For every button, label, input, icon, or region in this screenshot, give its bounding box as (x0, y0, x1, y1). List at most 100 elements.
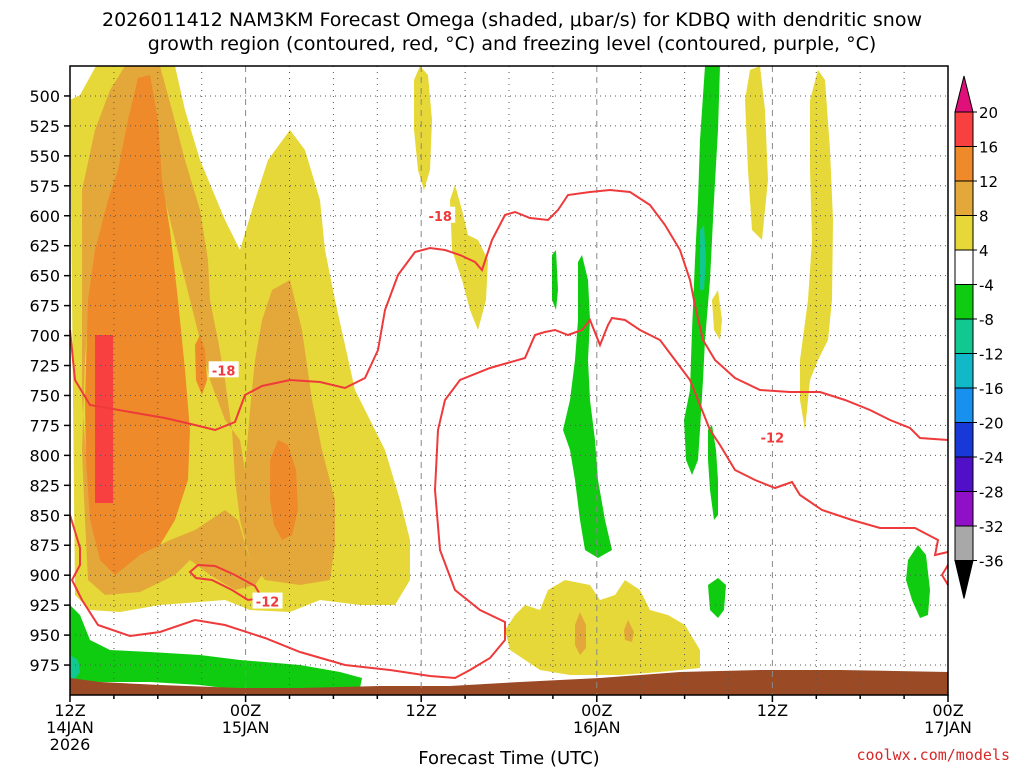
grid-lines (70, 66, 948, 695)
colorbar-bin-3 (954, 180, 974, 216)
y-tick-label-675: 675 (29, 297, 60, 316)
colorbar-label-5: -4 (979, 277, 994, 295)
colorbar: 20 16 12 8 4 -4 -8 -12 -16 -20 -24 -28 -32 -36 (954, 75, 1004, 599)
contour-label-bg-1 (208, 361, 239, 378)
y-tick-label-800: 800 (29, 446, 60, 465)
credit-text: coolwx.com/models (856, 746, 1010, 764)
colorbar-bin-9 (954, 387, 974, 423)
omega-neg-4-blob-b (906, 545, 930, 618)
y-tick-label-650: 650 (29, 267, 60, 286)
x-tick-date-60: 17JAN (924, 718, 972, 737)
colorbar-bin-13 (954, 525, 974, 561)
x-tick-label-24: 12Z (406, 701, 437, 720)
contour-label-0: -18 (428, 210, 452, 225)
x-tick-year-0: 2026 (50, 735, 91, 754)
y-tick-label-600: 600 (29, 207, 60, 226)
y-tick-label-825: 825 (29, 476, 60, 495)
y-tick-label-725: 725 (29, 357, 60, 376)
colorbar-label-13: -36 (979, 553, 1004, 571)
omega-pos-8-lowlevel-spot2 (624, 620, 634, 642)
y-tick-label-775: 775 (29, 416, 60, 435)
colorbar-label-7: -12 (979, 346, 1004, 364)
y-tick-label-700: 700 (29, 327, 60, 346)
y-tick-label-625: 625 (29, 237, 60, 256)
contour-label-bg-0 (425, 206, 456, 223)
x-tick-label-60: 00Z (932, 701, 963, 720)
y-tick-label-500: 500 (29, 87, 60, 106)
x-tick-date-0: 14JAN (46, 718, 94, 737)
colorbar-label-2: 12 (979, 173, 998, 191)
colorbar-bin-7 (954, 318, 974, 354)
omega-pos-12-region-small (195, 335, 207, 395)
colorbar-label-3: 8 (979, 208, 989, 226)
colorbar-bin-8 (954, 353, 974, 389)
omega-pos-8-lowlevel-spot (575, 612, 586, 655)
colorbar-label-11: -28 (979, 484, 1004, 502)
y-axis: 500 525 550 575 600 625 650 675 700 725 750 775 800 8… (29, 87, 70, 675)
contour-minus18 (69, 188, 949, 441)
colorbar-label-4: 4 (979, 242, 989, 260)
omega-shading (70, 66, 948, 695)
contour-labels: -18 -18 -12 -12 (208, 206, 788, 611)
omega-neg-4-column-thin (552, 250, 558, 310)
colorbar-label-10: -24 (979, 449, 1004, 467)
contour-minus12-right-loop (940, 564, 949, 586)
colorbar-label-1: 16 (979, 139, 998, 157)
contour-label-bg-2 (252, 592, 283, 609)
omega-neg-8-lowlevel (70, 655, 80, 680)
colorbar-bin-10 (954, 422, 974, 458)
omega-neg-4-column-16jan (563, 255, 612, 558)
x-tick-date-36: 16JAN (573, 718, 621, 737)
x-tick-label-12: 00Z (230, 701, 261, 720)
x-tick-date-12: 15JAN (222, 718, 270, 737)
contour-minus12 (69, 316, 949, 680)
x-tick-label-0: 12Z (54, 701, 85, 720)
colorbar-label-9: -20 (979, 415, 1004, 433)
contour-label-1: -18 (212, 364, 236, 379)
omega-pos-4-column-a (450, 185, 488, 330)
colorbar-label-8: -16 (979, 380, 1004, 398)
omega-neg-4-column-right (708, 425, 718, 520)
colorbar-label-6: -8 (979, 311, 994, 329)
colorbar-bin-12 (954, 491, 974, 527)
contour-label-2: -12 (256, 596, 280, 611)
y-tick-label-900: 900 (29, 566, 60, 585)
colorbar-label-12: -32 (979, 518, 1004, 536)
colorbar-bin-11 (954, 456, 974, 492)
omega-pos-4-column-12z (414, 66, 432, 190)
y-tick-label-750: 750 (29, 386, 60, 405)
contour-label-bg-3 (757, 428, 788, 445)
colorbar-bin-5 (954, 249, 974, 285)
chart-title-line1: 2026011412 NAM3KM Forecast Omega (shaded… (102, 9, 922, 31)
y-tick-label-850: 850 (29, 506, 60, 525)
y-tick-label-550: 550 (29, 147, 60, 166)
omega-pos-4-column-late2 (800, 70, 833, 430)
omega-pos-16-region (95, 335, 113, 503)
omega-neg-4-lowlevel-band (70, 605, 362, 692)
colorbar-bin-4 (954, 215, 974, 251)
x-tick-label-36: 00Z (581, 701, 612, 720)
omega-pos-4-column-late3 (712, 290, 722, 340)
x-axis-title: Forecast Time (UTC) (418, 748, 599, 768)
terrain-below-ground (70, 670, 948, 695)
y-tick-label-950: 950 (29, 626, 60, 645)
chart-title-line2: growth region (contoured, red, °C) and f… (148, 33, 877, 55)
omega-neg-8-column-main (700, 225, 706, 290)
colorbar-top-triangle (954, 75, 974, 113)
colorbar-bin-2 (954, 146, 974, 182)
colorbar-label-0: 20 (979, 104, 998, 122)
colorbar-bin-6 (954, 284, 974, 320)
y-tick-label-975: 975 (29, 656, 60, 675)
omega-neg-4-blob-a (708, 578, 726, 618)
omega-pos-4-lowlevel-blob (505, 580, 700, 675)
colorbar-bin-1 (954, 111, 974, 147)
y-tick-label-525: 525 (29, 117, 60, 136)
y-tick-label-875: 875 (29, 536, 60, 555)
colorbar-bottom-triangle (954, 560, 974, 599)
y-tick-label-575: 575 (29, 177, 60, 196)
contour-label-3: -12 (761, 431, 785, 446)
y-tick-label-925: 925 (29, 596, 60, 615)
omega-pos-4-column-late (745, 66, 768, 240)
